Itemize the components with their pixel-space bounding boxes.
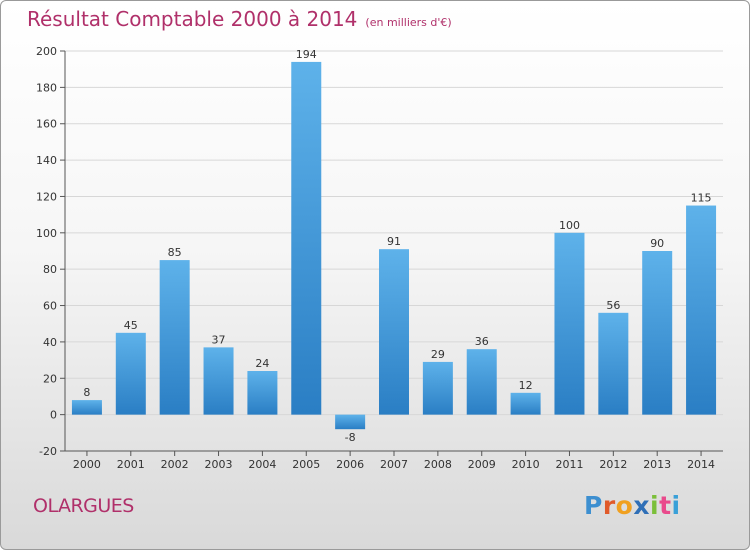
x-tick-label: 2008 [424,458,452,471]
commune-name: OLARGUES [33,495,134,517]
bar [422,361,453,415]
logo-letter: i [671,491,681,520]
logo-letter: t [659,491,672,520]
x-tick-label: 2007 [380,458,408,471]
data-label: 85 [168,246,182,259]
chart-title: Résultat Comptable 2000 à 2014 (en millie… [27,7,452,31]
data-label: 36 [475,335,489,348]
bar [335,414,366,430]
bar [598,312,629,415]
x-tick-label: 2013 [643,458,671,471]
bar [510,392,541,415]
data-label: 12 [519,379,533,392]
data-label: 91 [387,235,401,248]
x-tick-label: 2009 [468,458,496,471]
bar [71,400,102,415]
data-label: 194 [296,48,317,61]
bar [554,232,585,415]
unit-note: (en milliers d'€) [365,16,452,29]
chart-title-text: Résultat Comptable 2000 à 2014 [27,7,358,31]
x-tick-label: 2011 [555,458,583,471]
x-tick-label: 2002 [161,458,189,471]
logo-letter: i [650,491,660,520]
y-tick-label: 140 [36,154,57,167]
x-tick-label: 2014 [687,458,715,471]
logo-letter: P [584,491,603,520]
bar [466,349,497,415]
data-label: 56 [606,299,620,312]
x-tick-label: 2012 [599,458,627,471]
bar [291,61,322,415]
bar [203,347,234,415]
data-label: 8 [83,386,90,399]
data-label: 29 [431,348,445,361]
y-tick-label: 160 [36,118,57,131]
x-tick-label: 2005 [292,458,320,471]
y-tick-label: 200 [36,45,57,58]
x-tick-label: 2001 [117,458,145,471]
y-tick-label: 40 [43,336,57,349]
data-label: 100 [559,219,580,232]
y-tick-label: 60 [43,300,57,313]
logo-letter: x [633,491,650,520]
bar [247,371,278,415]
y-tick-label: 0 [50,409,57,422]
y-tick-label: 120 [36,190,57,203]
y-tick-label: 180 [36,81,57,94]
y-tick-label: -20 [39,445,57,458]
bar [115,332,146,415]
y-tick-label: 80 [43,263,57,276]
x-tick-label: 2010 [512,458,540,471]
data-label: 24 [255,357,269,370]
x-tick-label: 2000 [73,458,101,471]
data-label: 115 [691,192,712,205]
x-tick-label: 2006 [336,458,364,471]
data-label: -8 [345,431,356,444]
y-tick-label: 20 [43,372,57,385]
bar [159,260,190,415]
bar [686,205,717,415]
bar [642,251,673,415]
data-label: 90 [650,237,664,250]
logo-letter: r [602,491,616,520]
bar [379,249,409,415]
data-label: 45 [124,319,138,332]
data-label: 37 [212,333,226,346]
proxiti-logo: Proxiti [584,491,681,520]
x-tick-label: 2004 [248,458,276,471]
x-tick-label: 2003 [205,458,233,471]
y-tick-label: 100 [36,227,57,240]
logo-letter: o [615,491,634,520]
